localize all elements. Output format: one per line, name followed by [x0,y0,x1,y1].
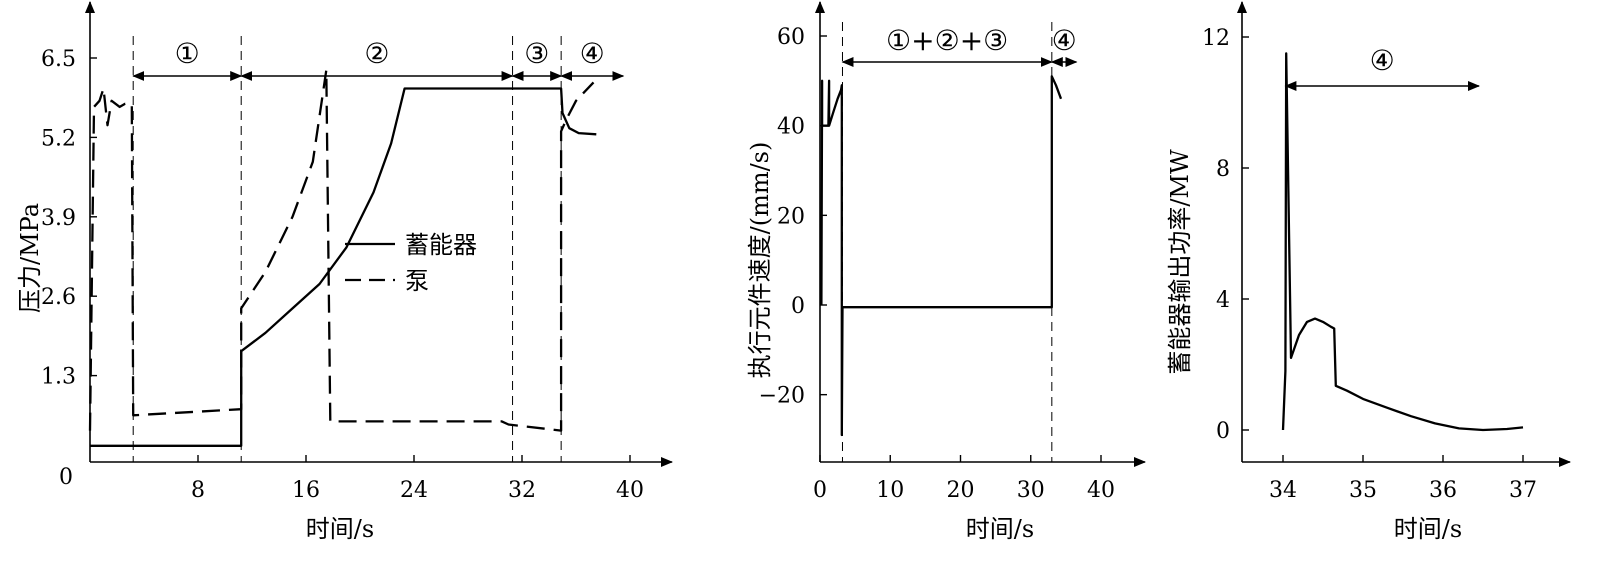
legend-label: 泵 [405,267,429,295]
y-tick-label: −20 [759,384,805,409]
x-tick-label: 34 [1269,478,1297,503]
y-tick-label: 20 [777,204,805,229]
x-tick-label: 40 [1087,478,1115,503]
x-tick-label: 8 [191,478,205,503]
x-axis-label: 时间/s [966,515,1034,543]
y-tick-label: 3.9 [41,206,76,231]
phase-label: ③ [524,37,549,70]
y-tick-label: 12 [1202,26,1230,51]
x-tick-label: 16 [292,478,320,503]
y-tick-label: 5.2 [41,126,76,151]
x-axis-label: 时间/s [306,515,374,543]
phase-label: ④ [580,37,605,70]
series-line-泵 [88,69,595,432]
x-tick-label: 10 [876,478,904,503]
y-tick-label: 4 [1216,288,1230,313]
x-tick-label: 20 [947,478,975,503]
y-tick-label: 0 [1216,419,1230,444]
series-line-蓄能器 [90,87,597,447]
phase-label: ② [364,37,389,70]
chart-panel-3: 34 35 36 37 0 4 8 12 时间/s 蓄能器输出功率/MW ④ [1166,1,1571,543]
x-tick-label: 0 [813,478,827,503]
series-line-1 [820,75,1063,437]
x-tick-label: 35 [1349,478,1377,503]
x-axis-label: 时间/s [1394,515,1462,543]
y-tick-label: 0 [791,294,805,319]
chart-panel-1: 8 16 24 32 40 1.3 2.6 3.9 5.2 6.5 0 时间/s 压力/MPa ① ② ③ ④ 蓄… [16,1,673,543]
phase-label: ①+②+③ [886,24,1008,57]
origin-label: 0 [59,465,73,490]
x-tick-label: 32 [508,478,536,503]
y-axis-label: 压力/MPa [16,203,44,313]
x-tick-label: 40 [616,478,644,503]
y-axis-label: 蓄能器输出功率/MW [1166,149,1194,375]
y-tick-label: 60 [777,25,805,50]
legend-label: 蓄能器 [405,231,477,259]
y-tick-label: 40 [777,115,805,140]
phase-label: ④ [1052,24,1077,57]
y-tick-label: 1.3 [41,365,76,390]
y-axis-label: 执行元件速度/(mm/s) [746,142,774,379]
phase-label: ④ [1370,44,1395,77]
phase-label: ① [175,37,200,70]
y-tick-label: 8 [1216,157,1230,182]
x-tick-label: 36 [1429,478,1457,503]
y-tick-label: 6.5 [41,47,76,72]
x-tick-label: 24 [400,478,428,503]
x-tick-label: 37 [1509,478,1537,503]
x-tick-label: 30 [1017,478,1045,503]
chart-panel-2: 0 10 20 30 40 −20 0 20 40 60 时间/s 执行元件速度/(mm/s) ①+②+… [746,1,1146,543]
series-line-1 [1281,52,1524,432]
y-tick-label: 2.6 [41,285,76,310]
